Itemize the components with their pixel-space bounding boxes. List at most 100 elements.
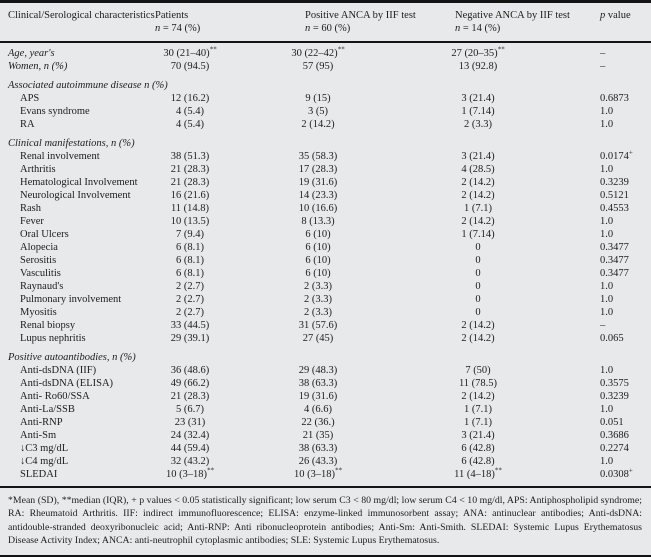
table-row: Renal involvement 38 (51.3) 35 (58.3) 3 (21… [0, 149, 651, 163]
p-value: 0.3477 [600, 268, 629, 279]
patients-value: 10 (3–18)** [165, 466, 215, 480]
patients-value: 21 (28.3) [170, 164, 210, 175]
positive-anca-value: 8 (13.3) [301, 216, 335, 227]
p-value: 1.0 [600, 307, 614, 318]
table-row: Anti-La/SSB 5 (6.7) 4 (6.6) 1 (7.1) 1.0 [0, 403, 651, 416]
positive-anca-value: 10 (3–18)** [293, 466, 343, 480]
row-label: Myositis [20, 307, 57, 318]
negative-anca-value: 0 [475, 242, 481, 253]
row-label: Anti-dsDNA (ELISA) [20, 378, 114, 389]
patients-value: 29 (39.1) [170, 333, 210, 344]
p-value: 0.3239 [600, 391, 629, 402]
patients-value: 10 (13.5) [170, 216, 210, 227]
row-label: Women, n (%) [8, 61, 68, 72]
p-value: 0.3575 [600, 378, 629, 389]
patients-value: 16 (21.6) [170, 190, 210, 201]
p-value: 0.065 [600, 333, 624, 344]
positive-anca-value: 4 (6.6) [304, 404, 332, 415]
column-header-characteristics: Clinical/Serological characteristics [0, 9, 155, 35]
patients-value: 2 (2.7) [176, 281, 204, 292]
row-label: Lupus nephritis [20, 333, 86, 344]
positive-anca-value: 2 (3.3) [304, 307, 332, 318]
column-header-positive-anca: Positive ANCA by IIF test n = 60 (%) [305, 9, 455, 35]
table-row: Fever 10 (13.5) 8 (13.3) 2 (14.2) 1.0 [0, 215, 651, 228]
table-row: Hematological Involvement 21 (28.3) 19 (31… [0, 176, 651, 189]
row-label: Rash [20, 203, 41, 214]
negative-anca-value: 3 (21.4) [461, 93, 495, 104]
table-body: Age, year's 30 (21–40)** 30 (22–42)** 27 (2… [0, 43, 651, 488]
row-label: Anti-RNP [20, 417, 63, 428]
table-row: ↓C3 mg/dL 44 (59.4) 38 (63.3) 6 (42.8) 0.227… [0, 442, 651, 455]
patients-value: 11 (14.8) [170, 203, 210, 214]
p-value: 0.6873 [600, 93, 629, 104]
negative-anca-value: 1 (7.14) [461, 106, 495, 117]
row-label: Renal involvement [20, 151, 100, 162]
table-row: Oral Ulcers 7 (9.4) 6 (10) 1 (7.14) 1.0 [0, 228, 651, 241]
positive-anca-value: 38 (63.3) [298, 443, 338, 454]
positive-anca-value: 17 (28.3) [298, 164, 338, 175]
table-row: Neurological Involvement 16 (21.6) 14 (23.… [0, 189, 651, 202]
negative-anca-value: 6 (42.8) [461, 443, 495, 454]
table-row: RA 4 (5.4) 2 (14.2) 2 (3.3) 1.0 [0, 118, 651, 131]
table-row: Serositis 6 (8.1) 6 (10) 0 0.3477 [0, 254, 651, 267]
p-value: 0.4553 [600, 203, 629, 214]
table-row: Evans syndrome 4 (5.4) 3 (5) 1 (7.14) 1.0 [0, 105, 651, 118]
column-header-patients: Patients n = 74 (%) [155, 9, 305, 35]
section-header-row: Clinical manifestations, n (%) [0, 137, 651, 150]
table-row: Pulmonary involvement 2 (2.7) 2 (3.3) 0 1.0 [0, 293, 651, 306]
table-row: Anti-RNP 23 (31) 22 (36.) 1 (7.1) 0.051 [0, 416, 651, 429]
column-header-label: Clinical/Serological characteristics [8, 10, 155, 21]
positive-anca-value: 29 (48.3) [298, 365, 338, 376]
p-value: 1.0 [600, 164, 614, 175]
row-label: Fever [20, 216, 44, 227]
row-label: Anti-dsDNA (IIF) [20, 365, 97, 376]
patients-value: 5 (6.7) [176, 404, 204, 415]
negative-anca-value: 0 [475, 294, 481, 305]
column-header-label: Patients [155, 10, 189, 21]
section-header-label: Positive autoantibodies, n (%) [8, 352, 136, 363]
row-label: Raynaud's [20, 281, 64, 292]
positive-anca-value: 27 (45) [302, 333, 334, 344]
positive-anca-value: 2 (3.3) [304, 294, 332, 305]
positive-anca-value: 2 (3.3) [304, 281, 332, 292]
p-value: 1.0 [600, 106, 614, 117]
row-label: Neurological Involvement [20, 190, 131, 201]
column-header-label: Negative ANCA by IIF test [455, 10, 570, 21]
section-header-label: Associated autoimmune disease n (%) [8, 80, 168, 91]
patients-value: 12 (16.2) [170, 93, 210, 104]
row-label: Age, year's [8, 48, 55, 59]
patients-value: 70 (94.5) [170, 61, 210, 72]
negative-anca-value: 11 (4–18)** [454, 466, 502, 480]
patients-value: 2 (2.7) [176, 294, 204, 305]
p-value: 1.0 [600, 216, 614, 227]
positive-anca-value: 26 (43.3) [298, 456, 338, 467]
negative-anca-value: 3 (21.4) [461, 151, 495, 162]
column-header-n: n = 74 (%) [155, 23, 201, 34]
positive-anca-value: 14 (23.3) [298, 190, 338, 201]
negative-anca-value: 27 (20–35)** [451, 45, 505, 59]
patients-value: 38 (51.3) [170, 151, 210, 162]
p-value: 1.0 [600, 365, 614, 376]
p-value: 0.0308+ [600, 466, 633, 480]
table-row: Anti- Ro60/SSA 21 (28.3) 19 (31.6) 2 (14.2)… [0, 390, 651, 403]
negative-anca-value: 2 (14.2) [461, 216, 495, 227]
negative-anca-value: 3 (21.4) [461, 430, 495, 441]
table-row: Age, year's 30 (21–40)** 30 (22–42)** 27 (2… [0, 45, 651, 60]
p-value: – [600, 320, 606, 331]
negative-anca-value: 1 (7.1) [464, 203, 492, 214]
row-label: Serositis [20, 255, 57, 266]
p-value: 1.0 [600, 281, 614, 292]
negative-anca-value: 2 (3.3) [464, 119, 492, 130]
negative-anca-value: 13 (92.8) [458, 61, 498, 72]
negative-anca-value: 0 [475, 255, 481, 266]
patients-value: 24 (32.4) [170, 430, 210, 441]
row-label: Anti-La/SSB [20, 404, 75, 415]
negative-anca-value: 2 (14.2) [461, 177, 495, 188]
column-header-n: n = 60 (%) [305, 23, 351, 34]
section-header-label: Clinical manifestations, n (%) [8, 138, 135, 149]
table-row: Alopecia 6 (8.1) 6 (10) 0 0.3477 [0, 241, 651, 254]
table-row: SLEDAI 10 (3–18)** 10 (3–18)** 11 (4–18)** 0… [0, 466, 651, 481]
positive-anca-value: 10 (16.6) [298, 203, 338, 214]
column-header-n: n = 14 (%) [455, 23, 501, 34]
